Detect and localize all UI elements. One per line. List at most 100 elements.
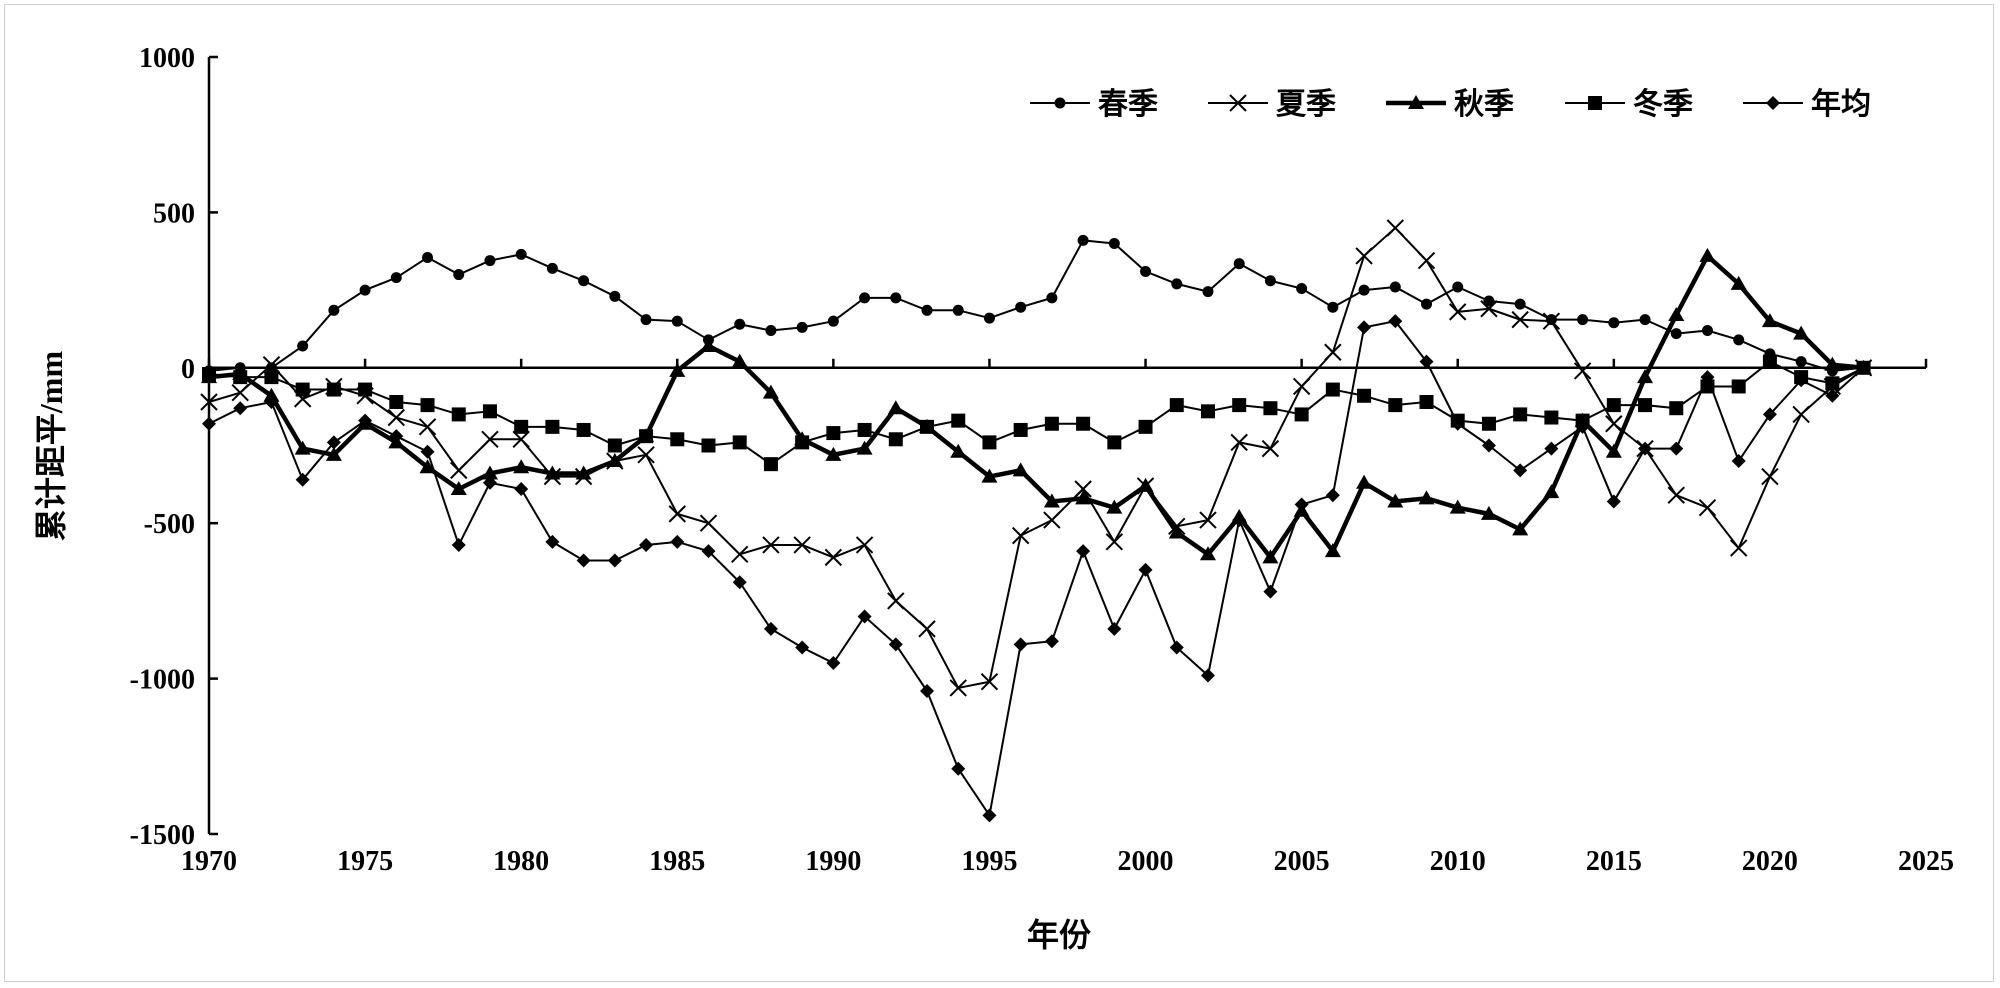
diamond-marker	[1044, 634, 1059, 649]
circle-marker	[1733, 334, 1745, 346]
triangle-marker	[1262, 549, 1279, 564]
square-marker	[1357, 388, 1372, 403]
x-marker	[450, 461, 468, 480]
diamond-marker	[1856, 360, 1871, 375]
diamond-marker	[1169, 640, 1184, 655]
x-marker	[1792, 405, 1810, 424]
square-marker	[826, 426, 841, 441]
diamond-marker	[1357, 320, 1372, 335]
circle-marker	[1015, 301, 1027, 313]
x-marker	[1698, 498, 1717, 517]
square-marker	[639, 429, 654, 444]
circle-marker	[1545, 314, 1557, 326]
diamond-marker	[888, 637, 903, 652]
square-marker	[1013, 422, 1028, 437]
diamond-marker	[920, 684, 935, 699]
square-marker	[1588, 96, 1602, 110]
x-tick-label: 2010	[1430, 846, 1486, 877]
square-marker	[1169, 398, 1184, 413]
x-marker	[387, 408, 406, 427]
x-marker	[1230, 433, 1248, 452]
x-marker	[1229, 94, 1247, 112]
circle-marker	[640, 314, 652, 326]
square-marker	[1044, 416, 1059, 431]
x-marker	[637, 446, 655, 464]
square-marker	[420, 398, 435, 413]
triangle-marker	[950, 443, 967, 458]
triangle-marker	[1199, 546, 1216, 561]
square-marker	[1544, 410, 1559, 425]
triangle-marker	[263, 387, 280, 402]
x-marker	[512, 430, 530, 448]
square-marker	[576, 422, 591, 437]
x-marker	[731, 545, 749, 563]
circle-marker	[1077, 234, 1089, 246]
square-marker	[607, 438, 622, 453]
x-marker	[1761, 467, 1779, 486]
diamond-marker	[1669, 441, 1684, 456]
diamond-marker	[1294, 497, 1309, 512]
circle-marker	[1327, 301, 1339, 313]
x-marker	[793, 536, 811, 554]
legend-item: 秋季	[1386, 88, 1514, 121]
y-tick-label: -1500	[130, 820, 195, 851]
x-tick-label: 1975	[337, 846, 393, 877]
circle-marker	[921, 304, 933, 316]
triangle-marker	[294, 440, 311, 455]
series-2	[200, 219, 1873, 697]
diamond-marker	[639, 537, 654, 552]
circle-marker	[297, 340, 309, 352]
diamond-marker	[482, 475, 497, 490]
square-marker	[795, 435, 810, 450]
diamond-marker	[763, 621, 778, 636]
diamond-marker	[1388, 314, 1403, 329]
chart-frame	[4, 4, 1994, 982]
x-marker	[980, 673, 999, 691]
x-marker	[1011, 526, 1030, 545]
triangle-marker	[1668, 306, 1685, 321]
series-5	[202, 314, 1871, 823]
x-marker	[949, 679, 967, 697]
diamond-marker	[576, 553, 591, 568]
diamond-marker	[233, 401, 248, 416]
square-marker	[1388, 398, 1403, 413]
legend-item: 夏季	[1208, 88, 1336, 121]
legend-item: 春季	[1030, 88, 1158, 121]
x-marker	[1449, 303, 1467, 321]
triangle-marker	[1730, 275, 1747, 290]
triangle-marker	[513, 459, 530, 474]
square-marker	[1481, 416, 1496, 431]
x-marker	[200, 393, 218, 411]
diamond-marker	[701, 544, 716, 559]
x-tick-label: 2000	[1118, 846, 1174, 877]
triangle-marker	[1637, 369, 1654, 384]
triangle-marker	[825, 446, 842, 461]
legend-item: 年均	[1743, 88, 1871, 121]
square-marker	[1513, 407, 1528, 422]
series-line	[208, 320, 1865, 817]
diamond-marker	[1325, 488, 1340, 503]
x-marker	[1542, 312, 1561, 330]
diamond-marker	[732, 575, 747, 590]
x-marker	[824, 548, 843, 567]
diamond-marker	[514, 482, 529, 497]
square-marker	[1606, 398, 1621, 413]
square-marker	[326, 382, 341, 397]
triangle-marker	[856, 440, 873, 455]
x-marker	[1043, 511, 1061, 529]
y-tick-label: 0	[181, 354, 195, 385]
circle-marker	[359, 284, 371, 296]
diamond-marker	[951, 761, 966, 776]
triangle-marker	[1075, 490, 1092, 505]
diamond-marker	[202, 416, 216, 431]
circle-marker	[546, 262, 558, 274]
square-marker	[514, 419, 529, 434]
diamond-marker	[1013, 637, 1028, 652]
x-marker	[1261, 439, 1280, 458]
circle-marker	[328, 304, 340, 316]
diamond-marker	[1263, 584, 1278, 599]
x-tick-label: 2005	[1274, 846, 1330, 877]
x-marker	[1355, 247, 1373, 265]
circle-marker	[983, 312, 995, 324]
square-marker	[1107, 435, 1122, 450]
